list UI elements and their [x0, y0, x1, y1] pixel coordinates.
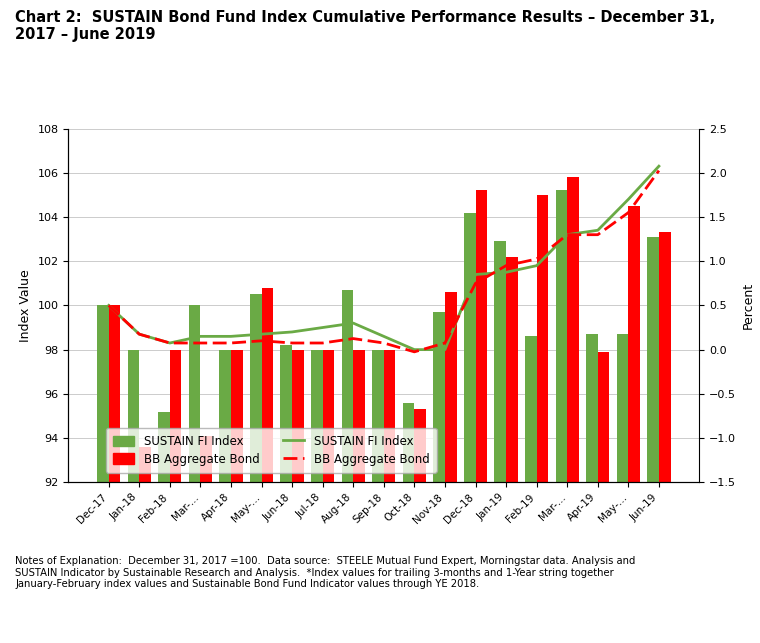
Bar — [403, 403, 414, 643]
Bar — [220, 350, 231, 643]
Bar — [629, 206, 640, 643]
Bar — [280, 345, 292, 643]
Bar — [231, 350, 242, 643]
Y-axis label: Percent: Percent — [742, 282, 755, 329]
Bar — [169, 350, 182, 643]
Bar — [537, 195, 548, 643]
Bar — [311, 350, 323, 643]
Bar — [261, 288, 273, 643]
Bar — [648, 237, 659, 643]
Bar — [598, 352, 610, 643]
Bar — [188, 305, 201, 643]
Bar — [659, 233, 670, 643]
Bar — [414, 410, 426, 643]
Bar — [158, 412, 169, 643]
Bar — [464, 213, 476, 643]
Bar — [586, 334, 598, 643]
Bar — [616, 334, 629, 643]
Y-axis label: Index Value: Index Value — [19, 269, 32, 342]
Bar — [384, 350, 395, 643]
Text: Chart 2:  SUSTAIN Bond Fund Index Cumulative Performance Results – December 31,
: Chart 2: SUSTAIN Bond Fund Index Cumulat… — [15, 10, 715, 42]
Bar — [525, 336, 537, 643]
Bar — [372, 350, 384, 643]
Bar — [506, 257, 518, 643]
Bar — [341, 290, 353, 643]
Bar — [128, 350, 139, 643]
Bar — [250, 294, 261, 643]
Bar — [323, 350, 334, 643]
Bar — [353, 350, 365, 643]
Bar — [139, 447, 151, 643]
Bar — [97, 305, 109, 643]
Bar — [201, 436, 212, 643]
Bar — [109, 305, 120, 643]
Bar — [567, 177, 579, 643]
Bar — [292, 350, 304, 643]
Bar — [556, 190, 567, 643]
Text: Notes of Explanation:  December 31, 2017 =100.  Data source:  STEELE Mutual Fund: Notes of Explanation: December 31, 2017 … — [15, 556, 635, 590]
Legend: SUSTAIN FI Index, BB Aggregate Bond, SUSTAIN FI Index, BB Aggregate Bond: SUSTAIN FI Index, BB Aggregate Bond, SUS… — [106, 428, 436, 473]
Bar — [476, 190, 487, 643]
Bar — [433, 312, 445, 643]
Bar — [495, 241, 506, 643]
Bar — [445, 292, 457, 643]
